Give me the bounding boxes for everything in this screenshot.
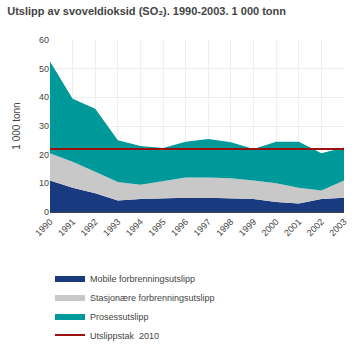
- svg-text:1996: 1996: [169, 217, 190, 238]
- svg-text:1995: 1995: [146, 217, 167, 238]
- svg-text:1990: 1990: [33, 217, 54, 238]
- svg-text:1991: 1991: [56, 217, 77, 238]
- svg-text:Mobile forbrenningsutslipp: Mobile forbrenningsutslipp: [90, 274, 195, 284]
- svg-text:1993: 1993: [101, 217, 122, 238]
- svg-text:1998: 1998: [214, 217, 235, 238]
- svg-text:Prosessutslipp: Prosessutslipp: [90, 312, 149, 322]
- svg-text:1994: 1994: [124, 217, 145, 238]
- svg-text:Stasjonære forbrenningsutslipp: Stasjonære forbrenningsutslipp: [90, 293, 215, 303]
- svg-text:1 000 tonn: 1 000 tonn: [11, 102, 22, 149]
- svg-text:2002: 2002: [305, 217, 326, 238]
- svg-text:2000: 2000: [260, 217, 281, 238]
- svg-text:1992: 1992: [79, 217, 100, 238]
- svg-text:40: 40: [39, 92, 49, 102]
- svg-text:1997: 1997: [192, 217, 213, 238]
- svg-text:50: 50: [39, 64, 49, 74]
- svg-text:Utslippstak 2010: Utslippstak 2010: [90, 331, 159, 341]
- svg-text:20: 20: [39, 150, 49, 160]
- svg-text:2001: 2001: [282, 217, 303, 238]
- svg-text:0: 0: [44, 207, 49, 217]
- svg-text:10: 10: [39, 178, 49, 188]
- svg-text:1999: 1999: [237, 217, 258, 238]
- svg-text:30: 30: [39, 121, 49, 131]
- svg-text:Utslipp av svoveldioksid (SO₂): Utslipp av svoveldioksid (SO₂). 1990-200…: [7, 5, 286, 17]
- svg-text:60: 60: [39, 35, 49, 45]
- svg-text:2003: 2003: [327, 217, 348, 238]
